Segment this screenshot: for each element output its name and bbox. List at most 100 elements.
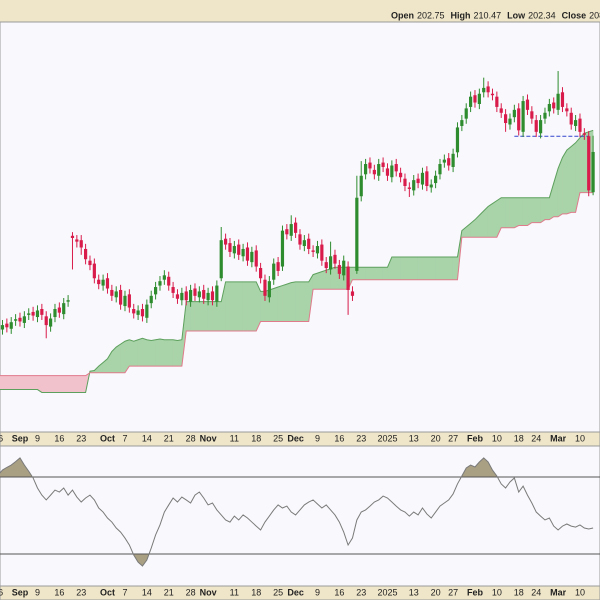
cloud-segment xyxy=(286,282,292,322)
cloud-segment xyxy=(76,375,82,393)
candle-body xyxy=(438,164,442,175)
candle-body xyxy=(149,295,153,304)
x-tick-label: Oct xyxy=(100,433,115,443)
price-plot xyxy=(0,71,595,393)
candle-body xyxy=(44,316,48,326)
candle-body xyxy=(206,292,210,301)
candle-body xyxy=(9,322,13,329)
x-tick-label: 10 xyxy=(492,433,502,443)
cloud-segment xyxy=(273,286,279,322)
candle-body xyxy=(22,316,26,323)
candle-body xyxy=(259,268,263,279)
candle-body xyxy=(525,99,530,110)
candle-body xyxy=(425,171,429,186)
candle-body xyxy=(504,114,508,124)
x-tick-label: 28 xyxy=(186,587,196,597)
candle-body xyxy=(320,244,324,261)
candle-body xyxy=(412,180,416,191)
candle-body xyxy=(302,240,306,247)
cloud-segment xyxy=(28,375,34,390)
x-tick-label: 25 xyxy=(273,587,283,597)
candle-body xyxy=(381,162,385,167)
x-tick-label: 9 xyxy=(315,433,320,443)
candle-body xyxy=(315,246,320,254)
rsi-panel xyxy=(0,445,600,587)
candle-body xyxy=(539,120,543,134)
cloud-segment xyxy=(430,256,436,280)
candle-body xyxy=(346,266,350,290)
x-tick-label: 9 xyxy=(35,587,40,597)
candle-body xyxy=(127,294,131,308)
cloud-segment xyxy=(487,203,493,238)
candle-body xyxy=(280,230,285,267)
candle-body xyxy=(254,250,258,267)
candle-body xyxy=(193,288,197,296)
cloud-segment xyxy=(382,267,388,280)
cloud-segment xyxy=(41,375,47,393)
cloud-segment xyxy=(562,149,568,215)
cloud-segment xyxy=(212,301,218,332)
x-tick-label: 24 xyxy=(531,587,541,597)
cloud-segment xyxy=(185,301,191,332)
candle-body xyxy=(512,109,516,118)
cloud-segment xyxy=(439,256,445,280)
candle-body xyxy=(469,96,473,107)
x-tick-label: 20 xyxy=(431,433,441,443)
date-axes: 26 26 Sep Sep 9 9 16 16 23 23 Oct Oct 7 7 14 14 21 21 28 28… xyxy=(0,433,585,597)
candle-body xyxy=(228,243,232,252)
candle-body xyxy=(184,291,188,301)
x-tick-label: 16 xyxy=(54,433,64,443)
cloud-segment xyxy=(251,281,257,332)
cloud-segment xyxy=(527,197,533,227)
candle-body xyxy=(477,93,481,104)
candle-body xyxy=(0,325,5,330)
cloud-segment xyxy=(290,281,296,322)
candle-body xyxy=(569,112,573,125)
candle-body xyxy=(342,260,346,276)
cloud-segment xyxy=(0,375,3,390)
candle-body xyxy=(464,108,468,119)
candle-body xyxy=(355,197,359,271)
candle-body xyxy=(101,279,105,286)
candle-body xyxy=(171,287,175,293)
cloud-segment xyxy=(452,256,458,280)
candle-body xyxy=(333,254,337,264)
candle-body xyxy=(394,164,398,172)
x-tick-label: Dec xyxy=(287,587,304,597)
cloud-segment xyxy=(531,197,537,223)
cloud-segment xyxy=(312,272,318,290)
x-tick-label: 10 xyxy=(575,587,585,597)
candle-body xyxy=(390,165,394,178)
cloud-segment xyxy=(522,197,528,226)
cloud-segment xyxy=(535,197,541,223)
cloud-segment xyxy=(50,375,56,393)
candle-body xyxy=(123,295,127,307)
candle-body xyxy=(180,292,184,301)
header-value: 202.34 xyxy=(528,10,556,20)
candle-body xyxy=(324,262,328,268)
x-tick-label: 23 xyxy=(356,587,366,597)
candle-body xyxy=(521,101,525,132)
cloud-segment xyxy=(142,337,148,367)
candle-body xyxy=(88,260,92,266)
candle-body xyxy=(329,256,333,270)
cloud-segment xyxy=(10,375,16,390)
cloud-segment xyxy=(164,339,169,367)
candle-body xyxy=(565,108,569,112)
x-tick-label: Oct xyxy=(100,587,115,597)
x-tick-label: 27 xyxy=(448,587,458,597)
header-label: Low xyxy=(507,10,526,20)
cloud-segment xyxy=(317,271,323,290)
candle-body xyxy=(285,229,289,235)
cloud-segment xyxy=(225,281,231,332)
cloud-segment xyxy=(400,256,406,280)
cloud-segment xyxy=(238,281,244,332)
cloud-segment xyxy=(150,339,156,367)
cloud-segment xyxy=(435,256,441,280)
date-strip xyxy=(0,585,600,600)
cloud-segment xyxy=(544,197,550,220)
x-tick-label: 9 xyxy=(35,433,40,443)
candle-body xyxy=(543,112,547,119)
